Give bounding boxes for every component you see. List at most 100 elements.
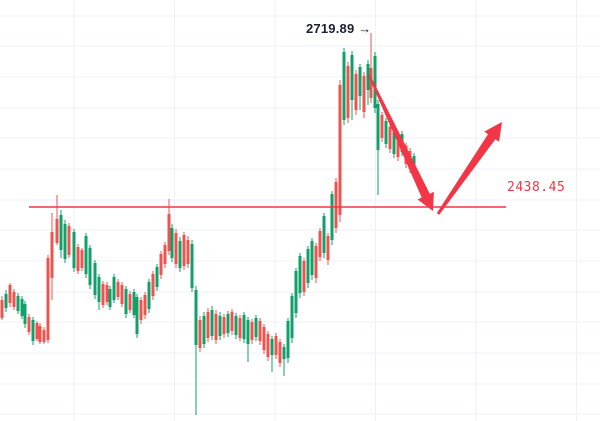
candle-body [76, 247, 80, 271]
candle-body [286, 321, 290, 358]
candle-body [218, 316, 222, 336]
swing-high-price-label[interactable]: 2719.89 → [306, 21, 372, 36]
candle-body [159, 254, 163, 275]
candle-body [306, 249, 310, 283]
candle-body [101, 284, 105, 305]
candle-body [270, 339, 274, 355]
candle-body [298, 256, 302, 293]
candle-body [84, 236, 88, 274]
candle-body [392, 132, 396, 154]
candle-body [214, 314, 218, 340]
candle-body [46, 258, 50, 340]
candle-body [128, 294, 132, 310]
candle-body [258, 321, 262, 341]
candle-body [266, 334, 270, 357]
candle-body [342, 52, 346, 120]
candle-body [35, 323, 39, 339]
candle-body [163, 245, 167, 264]
candle-body [4, 294, 8, 308]
candle-body [358, 67, 362, 96]
candle-body [366, 64, 370, 90]
candle-body [170, 228, 174, 258]
candle-body [226, 314, 230, 333]
candle-body [380, 115, 384, 138]
candle-body [246, 320, 250, 344]
candle-body [388, 127, 392, 149]
candle-body [132, 292, 136, 315]
candle-body [262, 327, 266, 350]
candle-body [210, 310, 214, 336]
candle-body [139, 300, 143, 320]
candle-body [20, 299, 24, 316]
candle-body [294, 271, 298, 313]
candle-body [190, 244, 194, 288]
candle-body [186, 240, 190, 264]
candle-body [206, 312, 210, 338]
candle-body [278, 342, 282, 363]
candle-body [346, 66, 350, 118]
candle-body [55, 219, 59, 243]
candle-body [120, 285, 124, 304]
candle-body [38, 326, 42, 342]
candle-body [16, 296, 20, 311]
candle-body [23, 304, 27, 324]
candle-body [8, 285, 12, 303]
candle-body [326, 236, 330, 260]
candle-body [42, 330, 46, 342]
candle-body [290, 296, 294, 338]
support-price-label[interactable]: 2438.45 [507, 180, 566, 195]
candle-body [369, 68, 373, 98]
candle-body [230, 312, 234, 331]
candle-body [282, 347, 286, 359]
candle-body [350, 55, 354, 100]
projected-drop-arrow[interactable] [368, 74, 434, 211]
candle-body [155, 267, 159, 287]
candle-body [376, 104, 380, 150]
candle-body [50, 232, 54, 278]
candle-body [88, 248, 92, 285]
candle-body [31, 320, 35, 341]
candle-body [116, 282, 120, 297]
candle-body [250, 322, 254, 340]
candle-body [234, 316, 238, 335]
candle-body [198, 320, 202, 348]
candle-body [105, 285, 109, 302]
candle-body [135, 297, 139, 334]
candle-body [354, 74, 358, 110]
candle-body [318, 231, 322, 257]
candle-body [314, 246, 318, 278]
candle-body [334, 182, 338, 228]
projected-bounce-arrow[interactable] [436, 122, 502, 215]
candle-body [194, 290, 198, 345]
candle-body [254, 318, 258, 337]
candle-body [238, 318, 242, 338]
candle-body [274, 336, 278, 355]
candle-body [167, 214, 171, 251]
candle-body [182, 235, 186, 266]
candle-body [80, 250, 84, 268]
candle-body [174, 233, 178, 264]
candle-body [143, 295, 147, 315]
candle-body [302, 261, 306, 292]
candle-body [384, 121, 388, 144]
candle-body [147, 282, 151, 309]
candle-body [242, 315, 246, 339]
candle-body [27, 317, 31, 332]
candle-body [310, 241, 314, 275]
candle-body [396, 139, 400, 157]
candle-body [222, 317, 226, 334]
candle-body [330, 194, 334, 240]
candle-body [0, 300, 4, 318]
candle-body [362, 76, 366, 112]
candle-body [67, 226, 71, 255]
candle-body [124, 289, 128, 314]
candle-body [338, 85, 342, 215]
candle-body [151, 274, 155, 296]
candle-body [93, 263, 97, 295]
candle-body [12, 292, 16, 307]
candle-body [59, 215, 63, 250]
candle-body [63, 224, 67, 259]
candle-body [97, 277, 101, 302]
